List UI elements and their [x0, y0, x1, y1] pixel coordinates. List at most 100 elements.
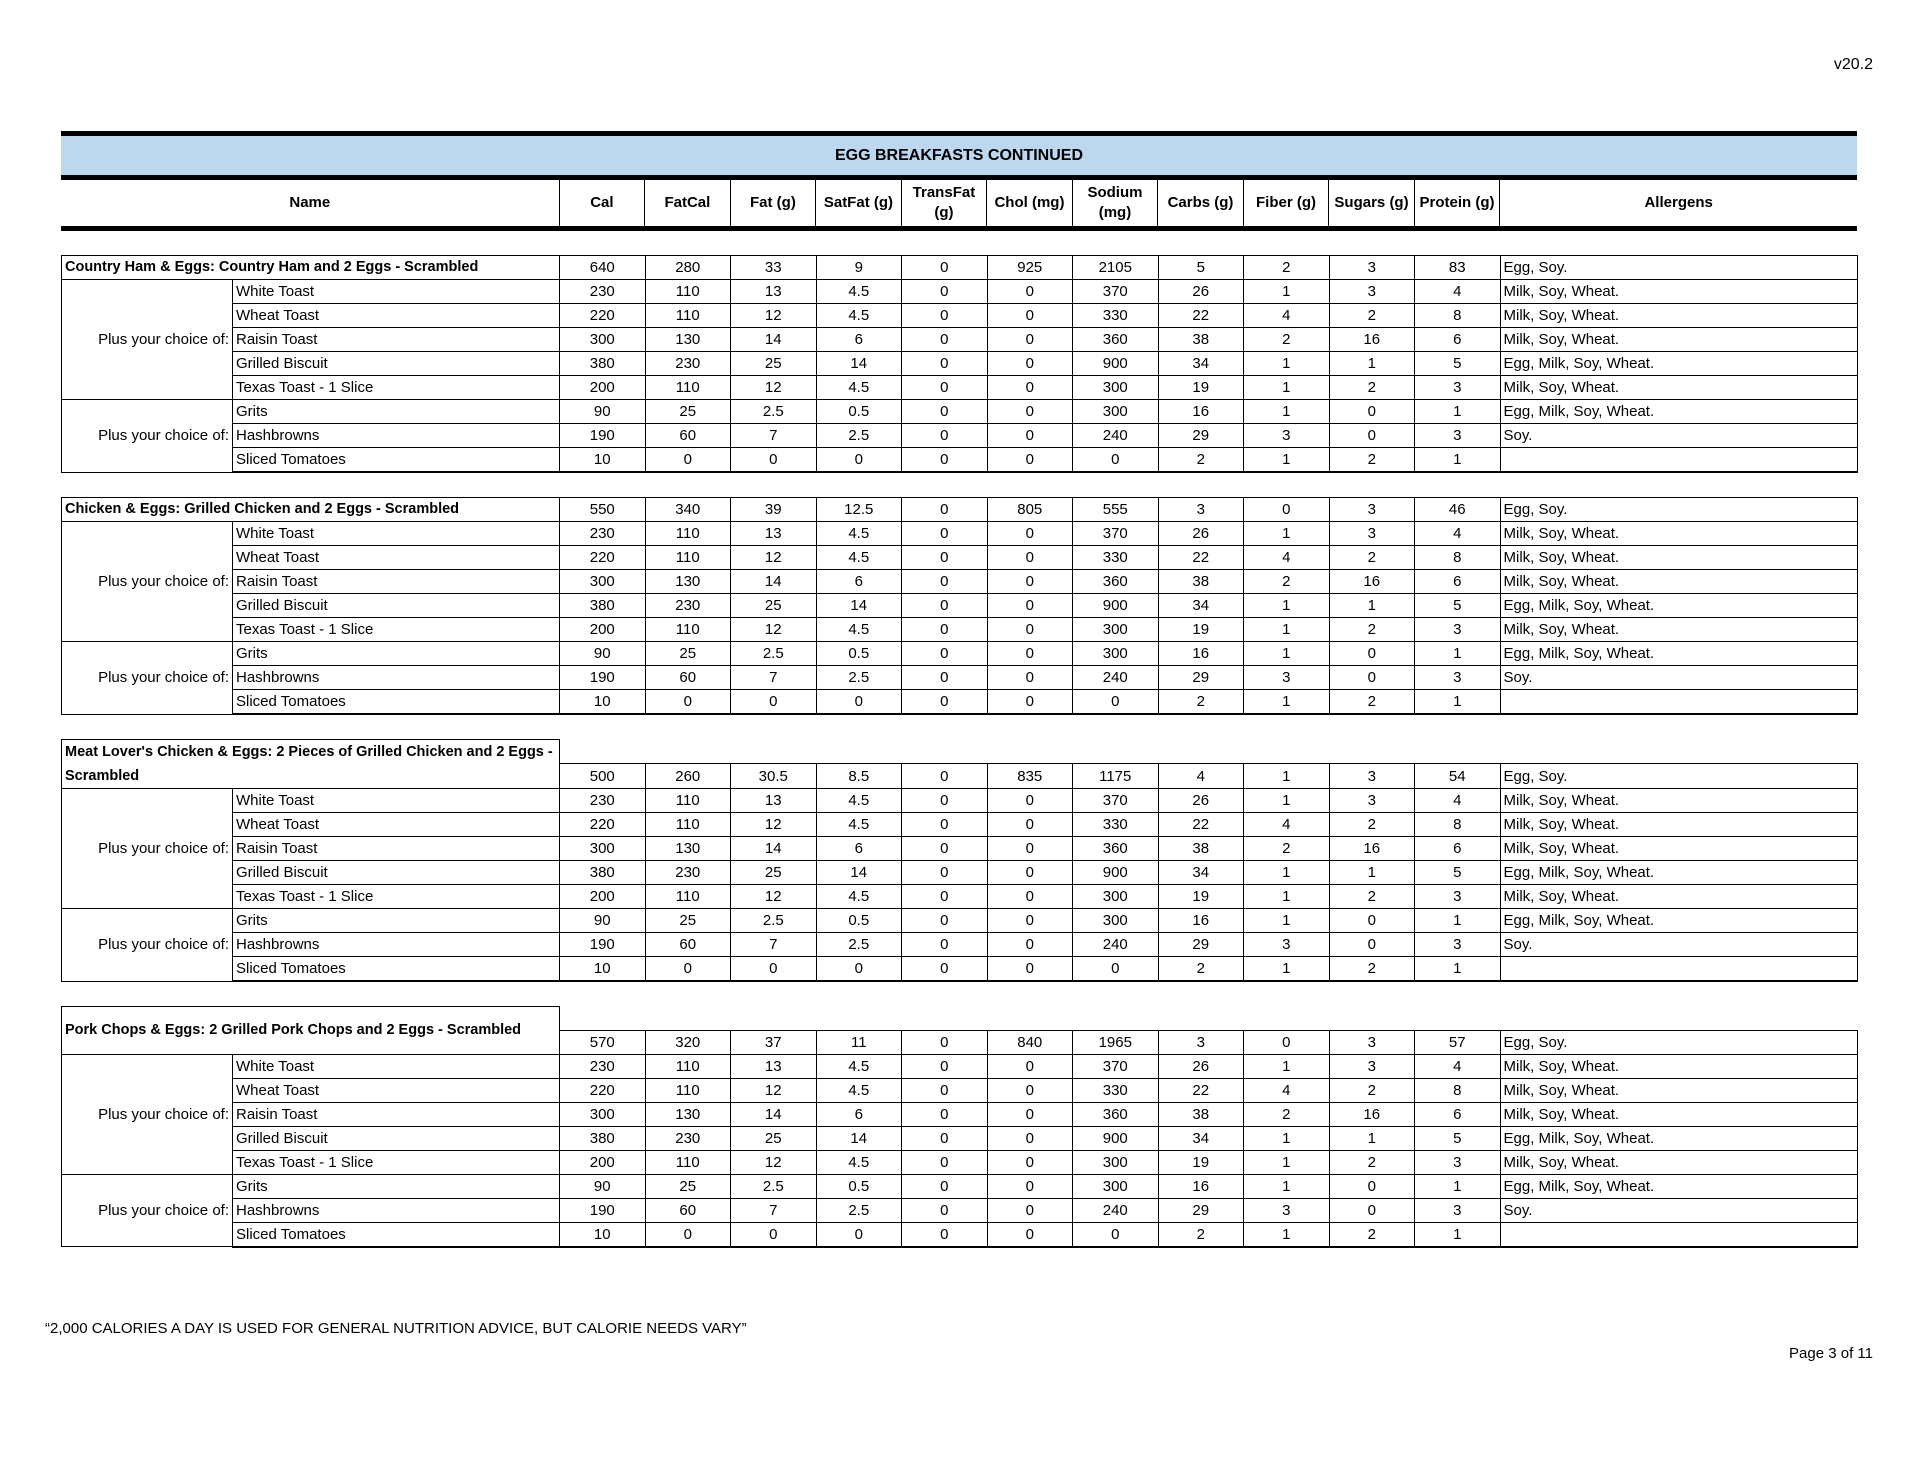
nutrient-value: 0 [644, 1221, 732, 1248]
nutrient-value: 34 [1157, 860, 1244, 885]
nutrient-value: 240 [1072, 932, 1159, 957]
nutrient-value: 3 [1328, 279, 1416, 304]
nutrient-value: 25 [644, 399, 732, 424]
nutrient-value: 0.5 [815, 399, 903, 424]
choice-name: Grits [231, 641, 561, 666]
nutrient-value: 26 [1157, 788, 1244, 813]
nutrient-value: 8 [1414, 303, 1501, 328]
nutrient-value: 0 [986, 1125, 1074, 1151]
allergens-cell: Egg, Milk, Soy, Wheat. [1499, 399, 1858, 424]
allergens-cell: Milk, Soy, Wheat. [1499, 812, 1858, 837]
nutrient-value: 370 [1072, 279, 1159, 304]
allergens-cell: Milk, Soy, Wheat. [1499, 569, 1858, 594]
nutrient-value: 12 [730, 884, 817, 909]
nutrient-value: 0 [986, 569, 1074, 594]
choice-label: Plus your choice of: [61, 521, 233, 642]
nutrient-value: 14 [815, 351, 903, 376]
empty-cell [987, 739, 1073, 765]
column-header-chol-mg: Chol (mg) [986, 177, 1073, 229]
nutrient-value: 220 [559, 1077, 646, 1103]
nutrient-value: 16 [1328, 327, 1416, 352]
choice-name: Sliced Tomatoes [231, 1221, 561, 1248]
nutrient-value: 5 [1157, 255, 1245, 280]
nutrient-value: 300 [1072, 375, 1159, 400]
nutrient-value: 0 [901, 593, 988, 618]
nutrient-value: 38 [1157, 327, 1245, 352]
nutrient-value: 0 [901, 569, 988, 594]
nutrient-value: 2.5 [730, 1173, 817, 1199]
choice-row: Grilled Biscuit 380 230 25 14 0 0 900 34 1 1 5 Egg, … [62, 593, 1858, 618]
allergens-cell: Milk, Soy, Wheat. [1499, 1077, 1858, 1103]
nutrient-value: 110 [644, 303, 732, 328]
nutrient-value: 2.5 [815, 423, 903, 448]
column-header-sodium-mg: Sodium (mg) [1071, 177, 1158, 229]
nutrient-value: 0 [986, 908, 1073, 933]
nutrient-value: 4 [1414, 279, 1501, 304]
nutrient-value: 110 [644, 1077, 732, 1103]
nutrient-value: 4.5 [815, 521, 903, 546]
nutrient-value: 1 [1414, 689, 1501, 715]
nutrient-value: 380 [559, 860, 646, 885]
nutrient-value: 3 [1414, 423, 1501, 448]
nutrient-value: 0 [1328, 908, 1415, 933]
empty-cell [1414, 739, 1500, 765]
allergens-cell [1499, 1221, 1858, 1248]
nutrient-value: 4.5 [815, 884, 902, 909]
choice-row: Sliced Tomatoes 10 0 0 0 0 0 0 2 1 2 1 [62, 956, 1858, 982]
nutrient-value: 110 [644, 545, 732, 570]
nutrient-value: 360 [1072, 569, 1159, 594]
allergens-cell: Egg, Milk, Soy, Wheat. [1499, 351, 1858, 376]
nutrient-value: 110 [644, 521, 732, 546]
nutrient-value: 130 [644, 327, 732, 352]
nutrient-value: 16 [1157, 641, 1245, 666]
nutrient-value: 1965 [1072, 1029, 1159, 1055]
choice-name: White Toast [232, 788, 560, 813]
nutrient-value: 6 [1414, 1101, 1501, 1127]
choice-name: Hashbrowns [231, 1197, 561, 1223]
nutrient-value: 16 [1328, 836, 1415, 861]
nutrient-value: 0 [901, 812, 988, 837]
choice-row: Sliced Tomatoes 10 0 0 0 0 0 0 2 1 2 1 [62, 447, 1858, 473]
nutrient-value: 925 [986, 255, 1074, 280]
main-item-row: Country Ham & Eggs: Country Ham and 2 Eg… [60, 255, 1858, 280]
empty-cell [645, 1006, 731, 1031]
top-rule [61, 131, 1857, 136]
nutrient-value: 1 [1243, 884, 1330, 909]
nutrient-value: 4 [1243, 303, 1330, 328]
nutrient-value: 230 [644, 593, 732, 618]
allergens-cell: Soy. [1499, 932, 1858, 957]
nutrient-value: 2.5 [815, 932, 902, 957]
nutrient-value: 640 [559, 255, 646, 280]
nutrient-value: 2 [1243, 255, 1330, 280]
choice-row: Raisin Toast 300 130 14 6 0 0 360 38 2 16 6 Milk, So… [62, 1101, 1858, 1127]
nutrient-value: 0 [901, 1221, 988, 1248]
nutrient-value: 0 [986, 593, 1074, 618]
nutrient-value: 110 [644, 788, 731, 813]
nutrient-value: 90 [559, 641, 646, 666]
nutrient-value: 5 [1414, 351, 1501, 376]
choice-row: Plus your choice of: White Toast 230 110 13 4… [61, 521, 1858, 642]
nutrient-value: 30.5 [730, 763, 817, 789]
allergens-cell: Milk, Soy, Wheat. [1499, 1053, 1858, 1079]
column-header-fiber-g: Fiber (g) [1242, 177, 1329, 229]
nutrient-value: 1 [1243, 375, 1330, 400]
nutrient-value: 2 [1328, 1149, 1416, 1175]
choice-row: Plus your choice of: Grits 90 25 2.5 0.5 0 0 300… [61, 399, 1858, 473]
nutrient-value: 3 [1243, 1197, 1330, 1223]
nutrient-value: 7 [730, 1197, 817, 1223]
choice-label: Plus your choice of: [61, 279, 233, 400]
nutrient-value: 25 [644, 641, 732, 666]
empty-cell [1500, 739, 1857, 765]
nutrient-value: 240 [1072, 423, 1159, 448]
nutrient-value: 2 [1328, 303, 1416, 328]
main-item-values-row: 500 260 30.5 8.5 0 835 1175 4 1 3 54 Egg, Soy. [62, 763, 1858, 789]
nutrient-value: 230 [644, 351, 732, 376]
nutrient-value: 2 [1157, 689, 1245, 715]
nutrient-value: 0 [1328, 932, 1415, 957]
nutrient-value: 25 [644, 908, 731, 933]
choice-name: Sliced Tomatoes [232, 956, 560, 982]
nutrient-value: 840 [986, 1029, 1074, 1055]
nutrient-value: 19 [1157, 884, 1244, 909]
choice-row: Wheat Toast 220 110 12 4.5 0 0 330 22 4 2 8 Milk, So… [62, 812, 1858, 837]
empty-cell [901, 1006, 988, 1031]
